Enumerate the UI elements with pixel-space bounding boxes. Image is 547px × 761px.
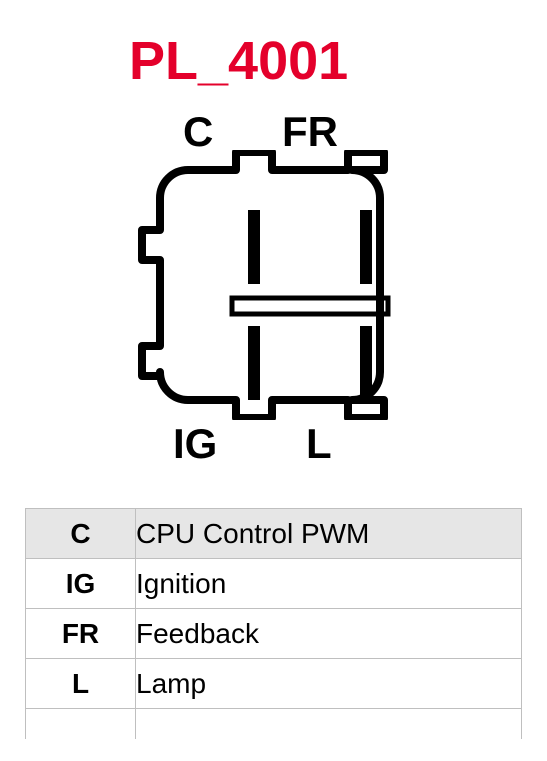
legend-code: IG xyxy=(26,559,136,609)
legend-row: CCPU Control PWM xyxy=(26,509,522,559)
pin-label-ig: IG xyxy=(173,420,217,468)
legend-row: IGIgnition xyxy=(26,559,522,609)
legend-row-empty xyxy=(26,709,522,739)
pin-label-fr: FR xyxy=(282,108,338,156)
legend-desc: Lamp xyxy=(136,659,522,709)
legend-row: LLamp xyxy=(26,659,522,709)
page: { "title": { "text": "PL_4001", "color":… xyxy=(0,0,547,761)
legend-desc: Feedback xyxy=(136,609,522,659)
connector-diagram xyxy=(120,150,400,420)
legend-code: L xyxy=(26,659,136,709)
legend-table: CCPU Control PWMIGIgnitionFRFeedbackLLam… xyxy=(25,508,522,739)
legend-code: FR xyxy=(26,609,136,659)
legend-desc: CPU Control PWM xyxy=(136,509,522,559)
pin-label-l: L xyxy=(306,420,332,468)
legend-desc: Ignition xyxy=(136,559,522,609)
diagram-title: PL_4001 xyxy=(129,30,348,92)
legend-code: C xyxy=(26,509,136,559)
pin-label-c: C xyxy=(183,108,213,156)
legend-row: FRFeedback xyxy=(26,609,522,659)
